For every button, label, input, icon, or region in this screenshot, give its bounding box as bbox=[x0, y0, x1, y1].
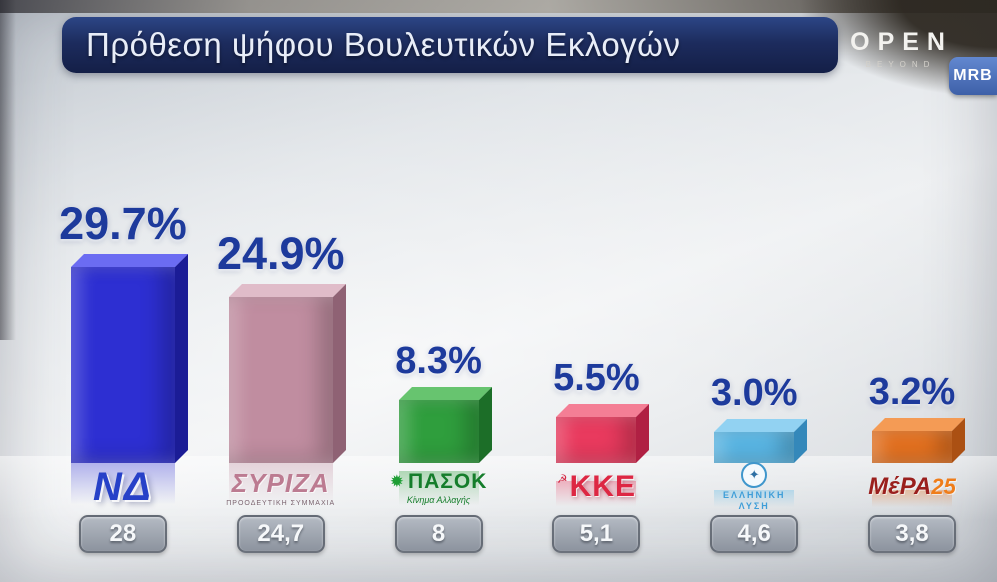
previous-value-box: 5,1 bbox=[552, 515, 641, 553]
bar-reflection bbox=[70, 463, 175, 509]
header-bar: Πρόθεση ψήφου Βουλευτικών Εκλογών bbox=[62, 17, 838, 73]
open-channel-logo: OPEN BEYOND bbox=[850, 28, 945, 69]
value-label: 8.3% bbox=[395, 340, 482, 382]
previous-value-box: 8 bbox=[394, 515, 483, 553]
compass-glyph: ✦ bbox=[748, 467, 760, 483]
previous-value-box: 3,8 bbox=[868, 515, 957, 553]
bar-column-mera25: 3.2% ΜέΡΑ 25 3,8 bbox=[833, 80, 991, 582]
bar-nd bbox=[70, 267, 175, 463]
bar-kke bbox=[556, 417, 637, 463]
value-label: 24.9% bbox=[216, 228, 345, 279]
kke-logo-text: ΚΚΕ bbox=[569, 470, 636, 503]
left-edge-shadow bbox=[0, 0, 16, 340]
party-logo-nd: ΝΔ bbox=[28, 458, 218, 516]
previous-value-box: 24,7 bbox=[236, 515, 325, 553]
elliniki-lysi-logo-line1: ΕΛΛΗΝΙΚΗ bbox=[722, 490, 786, 501]
previous-value-box: 4,6 bbox=[710, 515, 799, 553]
bar-reflection bbox=[228, 463, 333, 509]
bar-column-pasok: 8.3% ✹ ΠΑΣΟΚ Κίνημα Αλλαγής 8 bbox=[360, 80, 518, 582]
value-label: 5.5% bbox=[553, 357, 640, 399]
value-label: 29.7% bbox=[59, 198, 187, 249]
bar-reflection bbox=[398, 471, 479, 509]
pasok-logo-text: ΠΑΣΟΚ bbox=[407, 469, 488, 493]
elliniki-lysi-logo-line2: ΛΥΣΗ bbox=[738, 501, 770, 511]
pasok-sun-icon: ✹ bbox=[389, 471, 404, 491]
bar-column-syriza: 24.9% ΣΥΡΙΖΑ ΠΡΟΟΔΕΥΤΙΚΗ ΣΥΜΜΑΧΙΑ 24,7 bbox=[202, 80, 360, 582]
value-label: 3.2% bbox=[868, 371, 956, 413]
pasok-logo-row: ✹ ΠΑΣΟΚ bbox=[390, 470, 488, 494]
nd-logo-text: ΝΔ bbox=[93, 464, 153, 509]
kke-hammer-sickle-icon: ☭ bbox=[556, 472, 568, 486]
open-logo-tagline: BEYOND bbox=[865, 60, 936, 69]
open-logo-text: OPEN bbox=[850, 28, 953, 56]
bar-syriza bbox=[228, 297, 333, 463]
kke-logo-row: ☭ ΚΚΕ bbox=[557, 470, 636, 504]
syriza-logo-text: ΣΥΡΙΖΑ bbox=[231, 467, 330, 498]
value-label: 3.0% bbox=[710, 372, 798, 414]
bar-column-elliniki-lysi: 3.0% ✦ ΕΛΛΗΝΙΚΗ ΛΥΣΗ 4,6 bbox=[675, 80, 833, 582]
party-logo-pasok: ✹ ΠΑΣΟΚ Κίνημα Αλλαγής bbox=[344, 458, 534, 516]
bar-reflection bbox=[556, 481, 637, 509]
pasok-logo-subtext: Κίνημα Αλλαγής bbox=[406, 494, 471, 505]
bar-column-kke: 5.5% ☭ ΚΚΕ 5,1 bbox=[517, 80, 675, 582]
bar-elliniki-lysi bbox=[714, 432, 795, 463]
party-logo-kke: ☭ ΚΚΕ bbox=[501, 458, 691, 516]
bar-column-nd: 29.7% ΝΔ 28 bbox=[44, 80, 202, 582]
page-title: Πρόθεση ψήφου Βουλευτικών Εκλογών bbox=[86, 26, 681, 63]
bar-reflection bbox=[714, 490, 795, 509]
party-logo-mera25: ΜέΡΑ 25 bbox=[817, 458, 997, 516]
previous-value-box: 28 bbox=[78, 515, 167, 553]
mrb-pollster-badge: MRB bbox=[949, 57, 997, 95]
mera25-logo-row: ΜέΡΑ 25 bbox=[868, 473, 956, 501]
bar-reflection bbox=[872, 490, 953, 509]
syriza-logo-subtext: ΠΡΟΟΔΕΥΤΙΚΗ ΣΥΜΜΑΧΙΑ bbox=[226, 499, 336, 507]
party-logo-syriza: ΣΥΡΙΖΑ ΠΡΟΟΔΕΥΤΙΚΗ ΣΥΜΜΑΧΙΑ bbox=[186, 458, 376, 516]
bar-chart: 29.7% ΝΔ 28 24.9% ΣΥΡΙΖΑ ΠΡΟΟΔΕΥΤΙΚΗ ΣΥΜ… bbox=[44, 80, 991, 582]
mera25-logo-text: ΜέΡΑ bbox=[868, 473, 932, 500]
elliniki-lysi-compass-icon: ✦ bbox=[741, 462, 768, 489]
mera25-logo-suffix: 25 bbox=[931, 474, 956, 499]
reflection-floor bbox=[0, 456, 997, 520]
bar-mera25 bbox=[872, 431, 953, 463]
bar-pasok bbox=[398, 400, 479, 463]
party-logo-elliniki-lysi: ✦ ΕΛΛΗΝΙΚΗ ΛΥΣΗ bbox=[659, 458, 849, 516]
